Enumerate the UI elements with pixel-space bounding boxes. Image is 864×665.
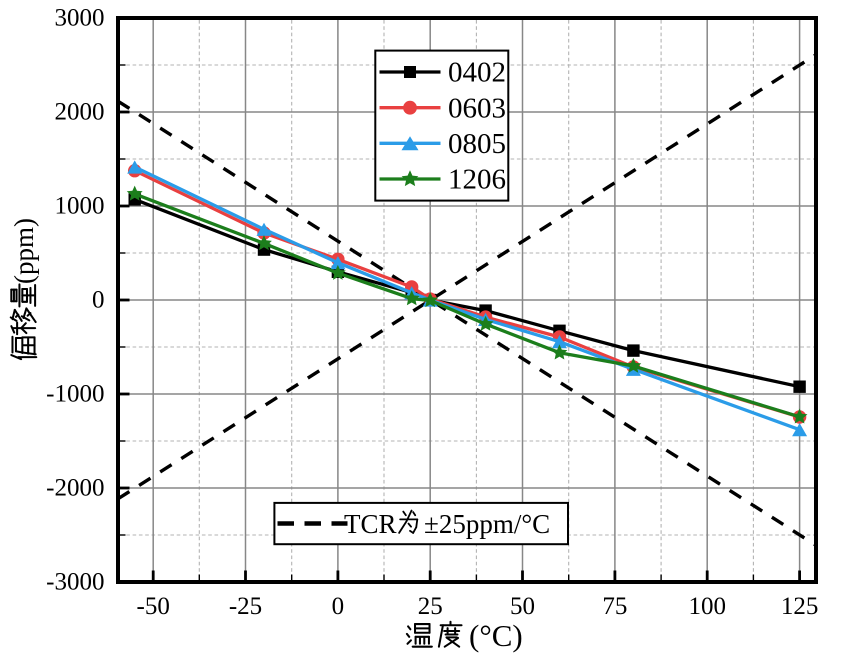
svg-text:TCR: TCR bbox=[344, 509, 397, 539]
svg-text:-50: -50 bbox=[137, 593, 170, 620]
svg-text:(ppm): (ppm) bbox=[9, 218, 39, 284]
svg-text:2000: 2000 bbox=[55, 98, 105, 125]
svg-text:0402: 0402 bbox=[448, 57, 506, 89]
svg-text:0805: 0805 bbox=[448, 128, 506, 160]
svg-text:0603: 0603 bbox=[448, 92, 506, 124]
svg-text:1206: 1206 bbox=[448, 164, 506, 196]
svg-text:-3000: -3000 bbox=[46, 568, 104, 595]
svg-text:25: 25 bbox=[418, 593, 443, 620]
svg-text:100: 100 bbox=[688, 593, 726, 620]
svg-text:0: 0 bbox=[332, 593, 345, 620]
svg-text:50: 50 bbox=[510, 593, 535, 620]
svg-text:-2000: -2000 bbox=[46, 474, 104, 501]
svg-text:3000: 3000 bbox=[55, 4, 105, 31]
svg-text:(°C): (°C) bbox=[469, 618, 523, 653]
svg-text:75: 75 bbox=[602, 593, 627, 620]
svg-text:0: 0 bbox=[92, 286, 105, 313]
svg-text:-25: -25 bbox=[229, 593, 262, 620]
svg-text:±25ppm/°C: ±25ppm/°C bbox=[424, 509, 550, 539]
svg-text:125: 125 bbox=[781, 593, 819, 620]
svg-text:-1000: -1000 bbox=[46, 380, 104, 407]
svg-text:1000: 1000 bbox=[55, 192, 105, 219]
